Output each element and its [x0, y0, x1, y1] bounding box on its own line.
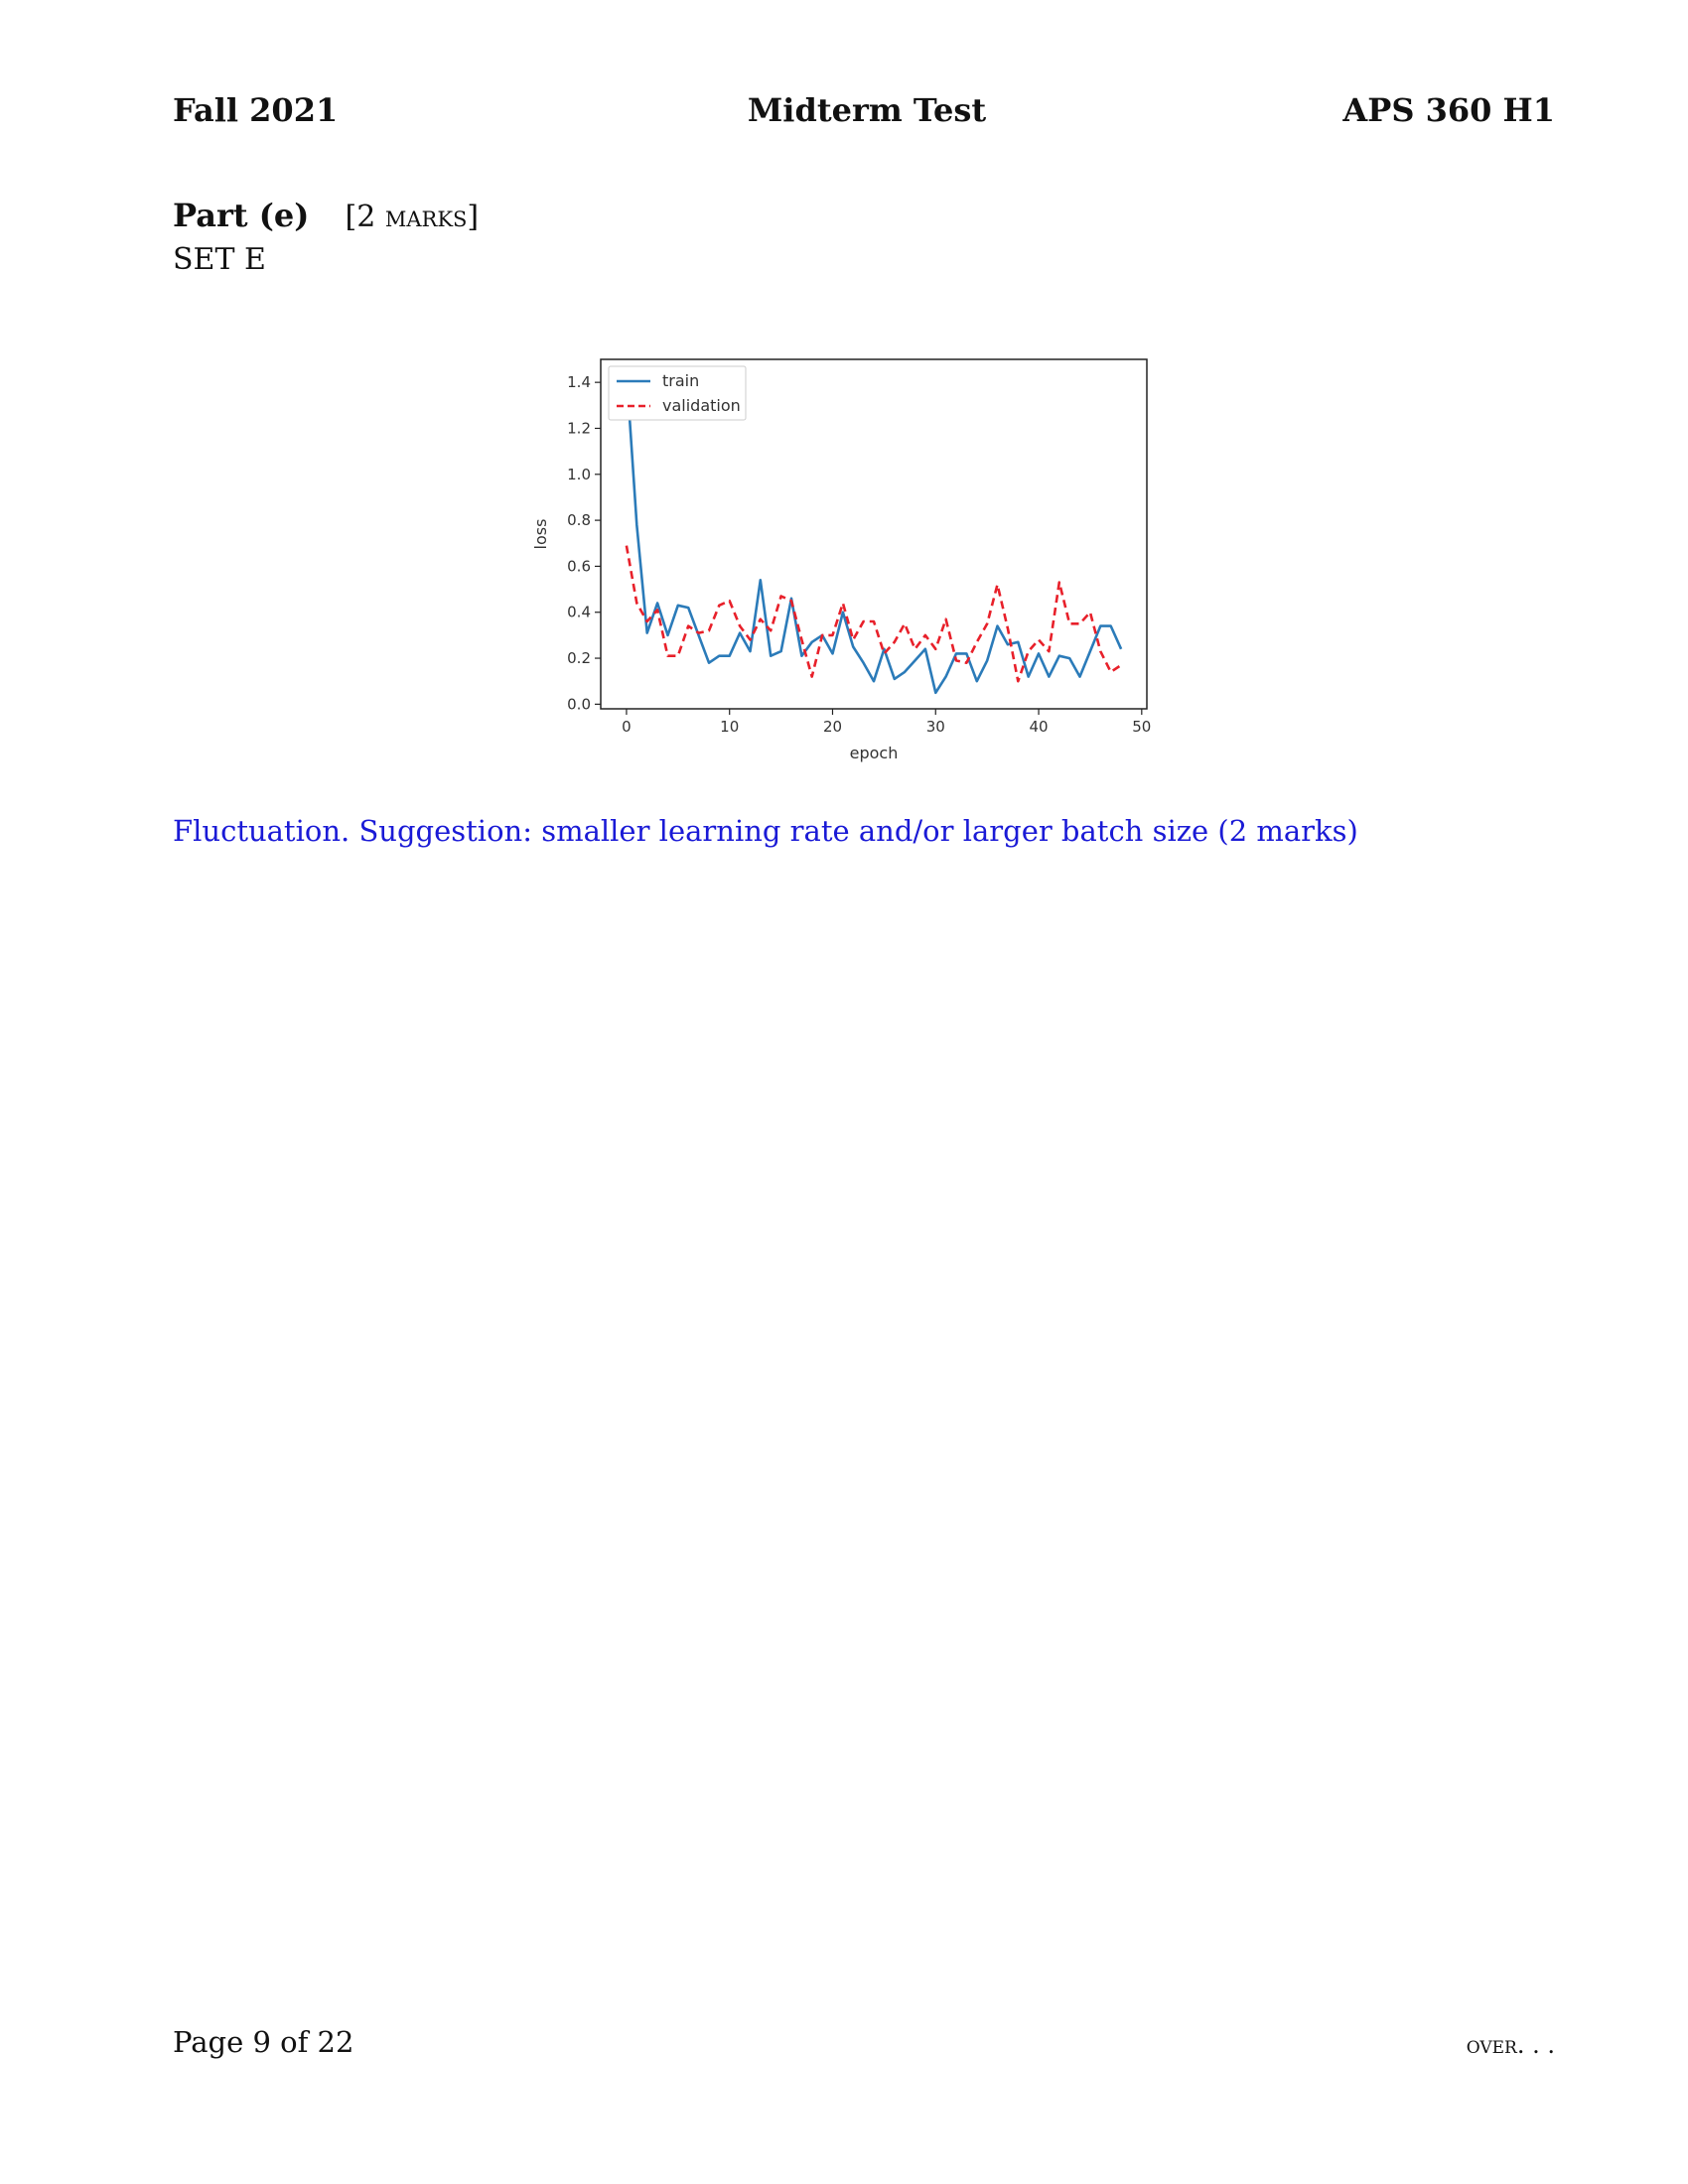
- continue-note: over. . .: [1466, 2031, 1555, 2059]
- loss-chart: 0 10 20 30 40 50 0.0 0.2 0.4 0.6 0.8 1.0 1.2 1.4 epoc…: [531, 358, 1151, 762]
- x-tick-label: 50: [1132, 718, 1151, 736]
- part-marks: [2 marks]: [345, 200, 480, 234]
- y-tick-label: 0.0: [567, 695, 591, 713]
- header-term: Fall 2021: [173, 91, 339, 129]
- set-label: SET E: [173, 242, 266, 277]
- x-tick-label: 0: [622, 718, 632, 736]
- answer-text: Fluctuation. Suggestion: smaller learnin…: [173, 814, 1358, 848]
- y-tick-label: 0.2: [567, 649, 591, 667]
- x-axis-label: epoch: [850, 744, 899, 762]
- x-tick-label: 10: [720, 718, 739, 736]
- plot-frame: [600, 358, 1148, 710]
- part-title: Part (e): [173, 197, 310, 234]
- y-tick-label: 1.0: [567, 466, 591, 483]
- legend-label-validation: validation: [662, 396, 741, 415]
- y-tick-label: 1.4: [567, 373, 591, 391]
- chart-legend: train validation: [608, 365, 747, 421]
- header-course: APS 360 H1: [1342, 91, 1555, 129]
- y-tick-label: 0.8: [567, 511, 591, 529]
- y-axis-label: loss: [531, 519, 550, 550]
- page-number: Page 9 of 22: [173, 2025, 354, 2059]
- series-line-train: [625, 370, 1123, 695]
- chart-lines: [625, 370, 1123, 695]
- y-tick-label: 1.2: [567, 419, 591, 437]
- y-tick-label: 0.6: [567, 557, 591, 575]
- chart-ticks: 0 10 20 30 40 50 0.0 0.2 0.4 0.6 0.8 1.0 1.2 1.4: [567, 373, 1151, 736]
- x-tick-label: 30: [926, 718, 945, 736]
- legend-label-train: train: [662, 371, 699, 390]
- series-line-validation: [625, 545, 1122, 683]
- header-title: Midterm Test: [747, 91, 987, 129]
- x-tick-label: 40: [1029, 718, 1048, 736]
- y-tick-label: 0.4: [567, 604, 591, 621]
- part-heading: Part (e) [2 marks]: [173, 197, 479, 234]
- x-tick-label: 20: [823, 718, 842, 736]
